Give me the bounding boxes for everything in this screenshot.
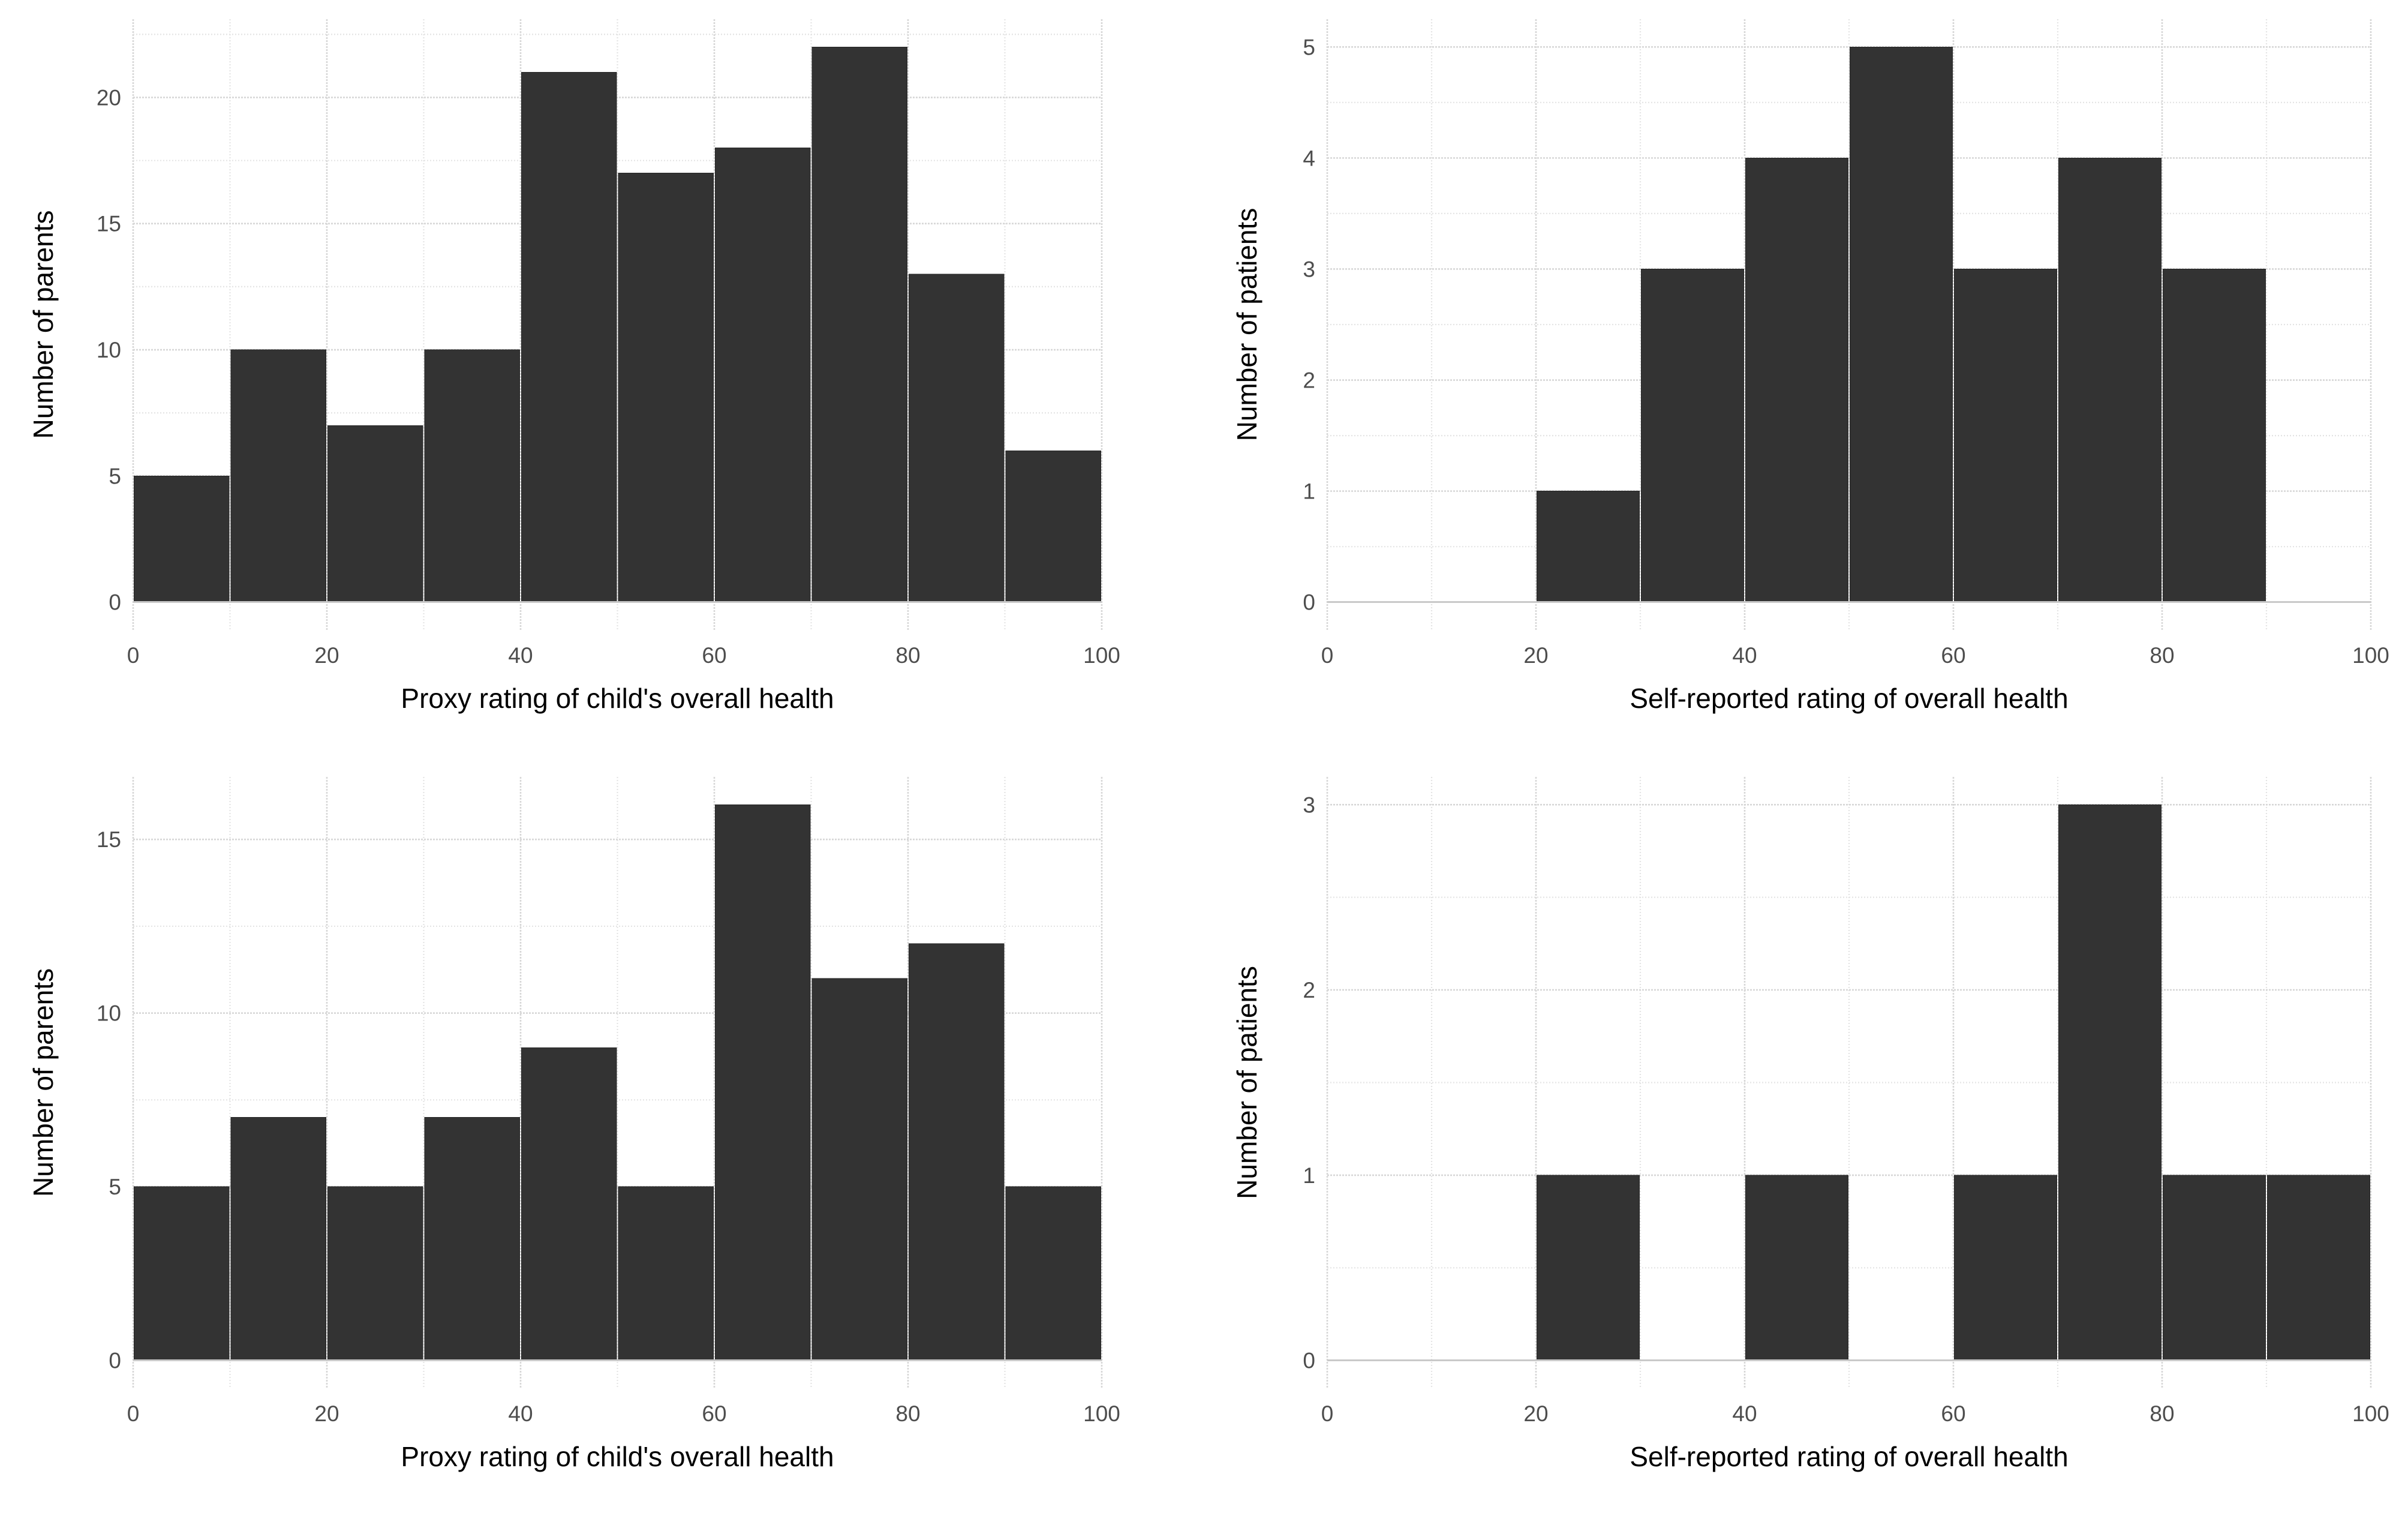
histogram-bar	[134, 1186, 230, 1361]
x-axis-title: Proxy rating of child's overall health	[401, 683, 834, 714]
histogram-bar	[424, 1116, 520, 1361]
y-axis-title: Number of patients	[1231, 966, 1262, 1199]
x-axis-title: Proxy rating of child's overall health	[401, 1441, 834, 1472]
y-axis-title: Number of parents	[28, 968, 59, 1197]
histogram-bar	[1954, 268, 2057, 603]
histogram-bar	[1745, 157, 1848, 603]
y-tick-label: 0	[1303, 590, 1315, 615]
histogram-bar	[2163, 1175, 2266, 1361]
y-tick-label: 3	[1303, 792, 1315, 817]
histogram-bar	[811, 46, 907, 603]
histogram-bar	[811, 978, 907, 1361]
y-tick-label: 5	[109, 464, 121, 488]
x-tick-label: 0	[1321, 1401, 1334, 1426]
histogram-bar	[1745, 1175, 1848, 1361]
histogram-bar	[424, 349, 520, 603]
y-tick-label: 10	[97, 338, 121, 362]
x-tick-label: 80	[2150, 1401, 2174, 1426]
y-tick-label: 15	[97, 827, 121, 852]
histogram-bar	[1537, 1175, 1640, 1361]
x-tick-label: 40	[508, 1401, 533, 1426]
panel-bottom-right: 0 20 40 60 80 100 0 1 2 3 Self-reported rating of …	[1204, 758, 2408, 1516]
x-tick-label: 100	[2352, 1401, 2389, 1426]
histogram-bar	[230, 349, 326, 603]
histogram-bar	[134, 475, 230, 603]
histogram-bar	[2058, 157, 2162, 603]
histogram-bar	[715, 804, 811, 1361]
panel-top-right: 0 20 40 60 80 100 0 1 2 3 4 5 Self-reported rating o…	[1204, 0, 2408, 758]
y-tick-label: 5	[1303, 35, 1315, 59]
histogram-bar	[327, 1186, 423, 1361]
x-tick-label: 60	[702, 1401, 726, 1426]
x-tick-label: 100	[1083, 1401, 1120, 1426]
x-tick-label: 60	[702, 643, 726, 668]
y-axis-title: Number of patients	[1231, 208, 1262, 442]
x-tick-label: 0	[127, 643, 140, 668]
panel-top-left: 0 20 40 60 80 100 0 5 10 15 20 Proxy rating of chil…	[0, 0, 1204, 758]
x-tick-label: 80	[895, 643, 920, 668]
x-tick-label: 20	[1523, 1401, 1548, 1426]
x-tick-label: 100	[1083, 643, 1120, 668]
x-tick-label: 60	[1941, 1401, 1965, 1426]
histogram-bar	[1005, 450, 1101, 603]
y-tick-label: 0	[109, 590, 121, 615]
histogram-proxy-rating-top-left: 0 20 40 60 80 100 0 5 10 15 20 Proxy rating of chil…	[28, 19, 1120, 714]
histogram-bar	[2058, 804, 2162, 1361]
histogram-proxy-rating-bottom-left: 0 20 40 60 80 100 0 5 10 15 Proxy rating of child'…	[28, 777, 1120, 1472]
y-tick-label: 4	[1303, 146, 1315, 170]
y-tick-label: 20	[97, 85, 121, 110]
x-tick-label: 20	[314, 1401, 339, 1426]
y-tick-label: 15	[97, 212, 121, 236]
histogram-bar	[2267, 1175, 2370, 1361]
histogram-bar	[230, 1116, 326, 1361]
x-tick-label: 40	[1732, 1401, 1757, 1426]
y-tick-label: 5	[109, 1175, 121, 1199]
panel-bottom-left: 0 20 40 60 80 100 0 5 10 15 Proxy rating of child'…	[0, 758, 1204, 1516]
x-tick-label: 20	[314, 643, 339, 668]
y-tick-label: 0	[1303, 1349, 1315, 1373]
y-tick-label: 2	[1303, 368, 1315, 393]
x-axis-title: Self-reported rating of overall health	[1630, 1441, 2068, 1472]
histogram-bar	[1954, 1175, 2057, 1361]
y-tick-label: 3	[1303, 257, 1315, 281]
x-tick-label: 0	[127, 1401, 140, 1426]
x-tick-label: 0	[1321, 643, 1334, 668]
histogram-bar	[715, 148, 811, 603]
histogram-bar	[618, 173, 714, 603]
histogram-self-reported-bottom-right: 0 20 40 60 80 100 0 1 2 3 Self-reported rating of …	[1231, 777, 2389, 1472]
x-tick-label: 40	[1732, 643, 1757, 668]
histogram-bar	[1641, 268, 1744, 603]
histogram-bar	[618, 1186, 714, 1361]
x-tick-label: 100	[2352, 643, 2389, 668]
y-tick-label: 10	[97, 1001, 121, 1026]
histogram-bar	[1537, 491, 1640, 603]
x-tick-label: 40	[508, 643, 533, 668]
x-tick-label: 80	[895, 1401, 920, 1426]
histogram-bar	[327, 425, 423, 603]
x-tick-label: 60	[1941, 643, 1965, 668]
y-axis-title: Number of parents	[28, 211, 59, 439]
y-tick-label: 1	[1303, 1163, 1315, 1188]
histogram-bar	[2163, 268, 2266, 603]
histogram-bar	[909, 943, 1005, 1361]
x-tick-label: 80	[2150, 643, 2174, 668]
histogram-bar	[1005, 1186, 1101, 1361]
x-axis-title: Self-reported rating of overall health	[1630, 683, 2068, 714]
y-tick-label: 1	[1303, 479, 1315, 504]
histogram-bar	[521, 1047, 617, 1361]
histogram-bar	[521, 71, 617, 603]
histogram-bar	[1850, 46, 1953, 603]
y-tick-label: 2	[1303, 978, 1315, 1002]
x-tick-label: 20	[1523, 643, 1548, 668]
y-tick-label: 0	[109, 1349, 121, 1373]
histogram-bar	[909, 274, 1005, 603]
histogram-self-reported-top-right: 0 20 40 60 80 100 0 1 2 3 4 5 Self-reported rating o…	[1231, 19, 2389, 714]
